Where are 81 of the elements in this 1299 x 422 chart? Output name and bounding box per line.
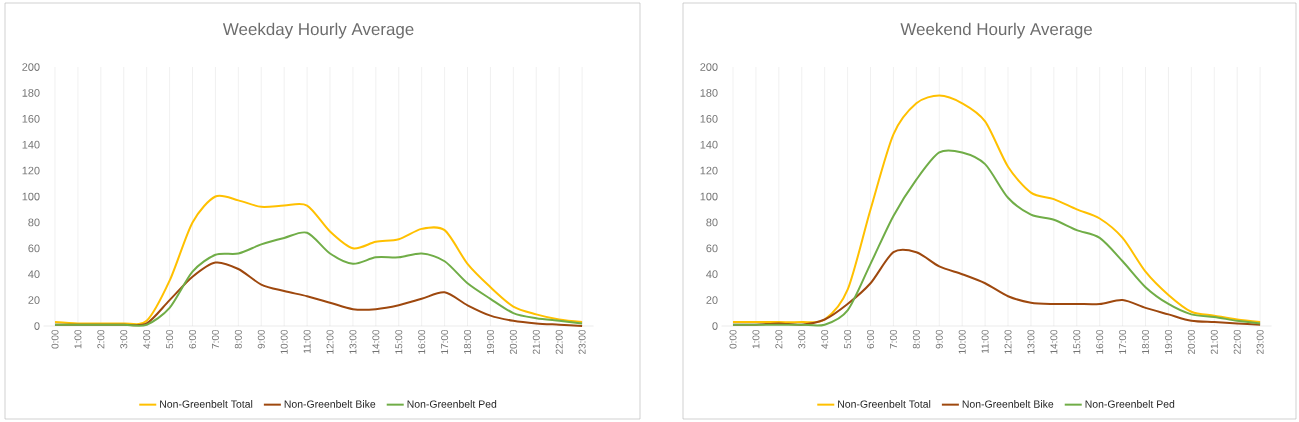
legend-label: Non-Greenbelt Ped: [407, 400, 497, 408]
x-tick-label: 20:00: [1187, 329, 1195, 354]
x-tick-label: 16:00: [418, 329, 426, 354]
line-series: [54, 194, 584, 326]
x-tick-label: 19:00: [486, 329, 494, 354]
x-tick-label: 15:00: [1073, 329, 1081, 354]
x-tick-label: 18:00: [463, 329, 472, 354]
legend-label: Non-Greenbelt Total: [838, 400, 931, 408]
x-tick-label: 8:00: [234, 329, 242, 349]
y-tick-label: 0: [34, 322, 40, 330]
y-tick-label: 180: [700, 89, 718, 97]
x-tick-label: 18:00: [1142, 329, 1150, 354]
x-tick-label: 11:00: [303, 329, 311, 353]
chart-title: Weekend Hourly Average: [900, 22, 1092, 39]
x-tick-label: 6:00: [188, 329, 197, 349]
y-tick-label: 120: [22, 166, 40, 175]
x-tick-label: 1:00: [752, 329, 760, 349]
x-tick-label: 13:00: [349, 329, 357, 354]
legend-label: Non-Greenbelt Bike: [962, 400, 1054, 408]
x-tick-label: 7:00: [211, 329, 219, 349]
x-tick-label: 3:00: [798, 329, 806, 349]
legend-label: Non-Greenbelt Bike: [284, 400, 376, 408]
legend-label: Non-Greenbelt Total: [160, 400, 253, 408]
y-tick-label: 40: [706, 270, 718, 279]
x-tick-label: 11:00: [981, 329, 989, 353]
x-tick-label: 19:00: [1164, 329, 1172, 354]
x-tick-label: 8:00: [912, 329, 920, 349]
y-tick-label: 200: [700, 63, 718, 71]
y-tick-label: 20: [706, 296, 718, 304]
x-tick-label: 4:00: [143, 329, 151, 349]
y-tick-label: 0: [712, 322, 718, 330]
x-tick-label: 16:00: [1096, 329, 1104, 354]
x-tick-label: 17:00: [1119, 329, 1127, 354]
x-tick-label: 13:00: [1027, 329, 1035, 354]
legend-label: Non-Greenbelt Ped: [1085, 400, 1175, 408]
y-tick-label: 60: [706, 244, 718, 253]
x-tick-label: 22:00: [555, 329, 563, 354]
x-tick-label: 3:00: [120, 329, 128, 349]
x-tick-label: 4:00: [821, 329, 829, 349]
y-tick-label: 160: [700, 114, 718, 123]
x-tick-label: 23:00: [1256, 329, 1264, 354]
y-tick-label: 60: [28, 244, 40, 253]
y-tick-label: 100: [700, 192, 718, 201]
line-series: [54, 231, 584, 327]
y-tick-label: 120: [700, 166, 718, 175]
x-tick-label: 14:00: [1050, 329, 1058, 354]
x-tick-label: 2:00: [775, 329, 783, 349]
x-tick-label: 5:00: [844, 329, 852, 349]
chart-title: Weekday Hourly Average: [222, 22, 414, 39]
x-tick-label: 1:00: [74, 329, 82, 349]
x-tick-label: 21:00: [532, 329, 540, 354]
x-tick-label: 2:00: [97, 329, 105, 349]
y-tick-label: 80: [28, 218, 40, 227]
x-tick-label: 17:00: [441, 329, 449, 354]
x-tick-label: 5:00: [166, 329, 174, 349]
y-tick-label: 40: [28, 270, 40, 279]
x-tick-label: 0:00: [729, 329, 737, 349]
x-tick-label: 9:00: [257, 329, 265, 349]
y-tick-label: 200: [22, 63, 40, 71]
y-tick-label: 140: [700, 140, 718, 149]
x-tick-label: 0:00: [51, 329, 59, 349]
x-tick-label: 7:00: [889, 329, 897, 349]
x-tick-label: 9:00: [935, 329, 943, 349]
x-tick-label: 22:00: [1233, 329, 1241, 354]
x-tick-label: 20:00: [509, 329, 517, 354]
y-tick-label: 100: [22, 192, 40, 201]
y-tick-label: 20: [28, 296, 40, 304]
y-tick-label: 160: [22, 114, 40, 123]
y-tick-label: 140: [22, 140, 40, 149]
y-tick-label: 80: [706, 218, 718, 227]
x-tick-label: 12:00: [1004, 329, 1012, 354]
line-series: [732, 94, 1262, 324]
x-tick-label: 14:00: [372, 329, 380, 354]
x-tick-label: 10:00: [958, 329, 966, 354]
x-tick-label: 15:00: [395, 329, 403, 354]
x-tick-label: 23:00: [578, 329, 586, 354]
x-tick-label: 21:00: [1210, 329, 1218, 354]
x-tick-label: 12:00: [326, 329, 334, 354]
x-tick-label: 6:00: [867, 329, 875, 349]
x-tick-label: 10:00: [280, 329, 288, 354]
y-tick-label: 180: [22, 89, 40, 97]
